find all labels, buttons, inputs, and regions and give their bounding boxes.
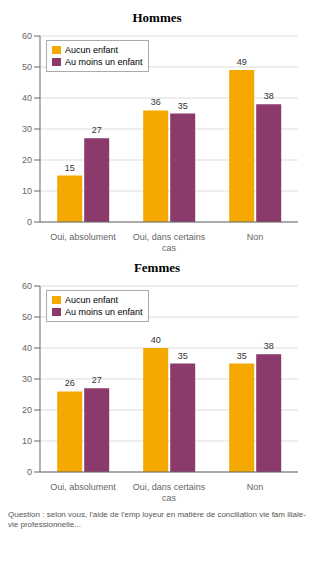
html-text:Femmes: Femmes bbox=[133, 260, 181, 275]
svg-text:Non: Non bbox=[247, 232, 264, 242]
svg-text:40: 40 bbox=[22, 343, 32, 353]
svg-text:Oui, dans certainscas: Oui, dans certainscas bbox=[133, 232, 206, 253]
svg-text:60: 60 bbox=[22, 281, 32, 291]
svg-text:30: 30 bbox=[22, 124, 32, 134]
svg-text:40: 40 bbox=[22, 93, 32, 103]
svg-text:Oui, dans certainscas: Oui, dans certainscas bbox=[133, 482, 206, 503]
svg-text:27: 27 bbox=[92, 375, 102, 385]
svg-text:15: 15 bbox=[65, 163, 75, 173]
html-text:Question : selon vous, l'aide: Question : selon vous, l'aide de l'emp l… bbox=[8, 510, 306, 529]
svg-text:30: 30 bbox=[22, 374, 32, 384]
html-text:Hommes: Hommes bbox=[132, 10, 182, 25]
svg-text:10: 10 bbox=[22, 186, 32, 196]
svg-text:Oui, absolument: Oui, absolument bbox=[50, 482, 116, 492]
svg-text:49: 49 bbox=[237, 57, 247, 67]
svg-text:Oui, absolument: Oui, absolument bbox=[50, 232, 116, 242]
svg-text:35: 35 bbox=[178, 351, 188, 361]
svg-text:35: 35 bbox=[237, 351, 247, 361]
svg-text:36: 36 bbox=[151, 97, 161, 107]
svg-text:Non: Non bbox=[247, 482, 264, 492]
svg-text:20: 20 bbox=[22, 405, 32, 415]
svg-text:35: 35 bbox=[178, 101, 188, 111]
svg-text:0: 0 bbox=[27, 467, 32, 477]
svg-text:26: 26 bbox=[65, 378, 75, 388]
svg-text:38: 38 bbox=[264, 91, 274, 101]
html-text:Aucun enfant: Aucun enfant bbox=[65, 45, 118, 55]
svg-text:27: 27 bbox=[92, 125, 102, 135]
html-text:Au moins un enfant: Au moins un enfant bbox=[65, 57, 143, 67]
svg-text:50: 50 bbox=[22, 312, 32, 322]
svg-text:0: 0 bbox=[27, 217, 32, 227]
html-text:Aucun enfant: Aucun enfant bbox=[65, 295, 118, 305]
svg-text:60: 60 bbox=[22, 31, 32, 41]
svg-text:20: 20 bbox=[22, 155, 32, 165]
html-text:Au moins un enfant: Au moins un enfant bbox=[65, 307, 143, 317]
svg-text:10: 10 bbox=[22, 436, 32, 446]
svg-text:38: 38 bbox=[264, 341, 274, 351]
svg-text:50: 50 bbox=[22, 62, 32, 72]
svg-text:40: 40 bbox=[151, 335, 161, 345]
